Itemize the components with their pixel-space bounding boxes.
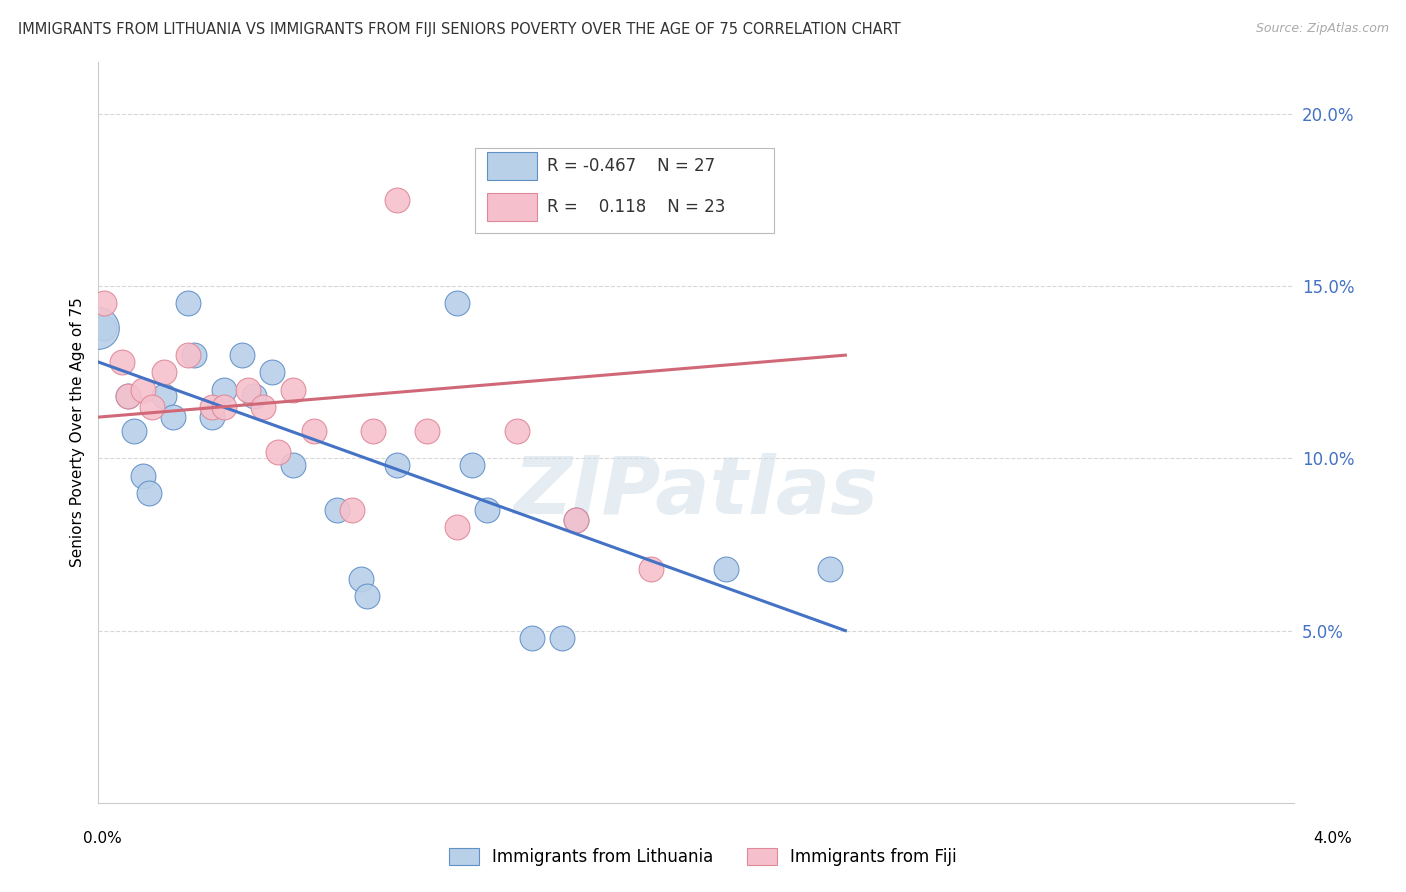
Text: 0.0%: 0.0% [83,831,122,846]
Text: R = -0.467    N = 27: R = -0.467 N = 27 [547,157,714,175]
Point [93,320,115,334]
Point [138,486,160,500]
Point [124,424,146,438]
Point [132,468,155,483]
Point [363,424,385,438]
Point [153,365,176,379]
Text: R =    0.118    N = 23: R = 0.118 N = 23 [547,198,725,216]
Point [177,296,200,310]
Point [177,348,200,362]
FancyBboxPatch shape [475,147,773,233]
Point [267,444,290,458]
Point [565,513,588,527]
Point [243,389,266,403]
Point [461,458,484,473]
FancyBboxPatch shape [486,152,537,180]
Point [281,458,304,473]
Point [153,389,176,403]
Point [520,631,543,645]
Point [550,631,572,645]
Point [201,400,224,414]
Point [141,400,163,414]
FancyBboxPatch shape [486,193,537,221]
Legend: Immigrants from Lithuania, Immigrants from Fiji: Immigrants from Lithuania, Immigrants fr… [440,840,966,875]
Text: IMMIGRANTS FROM LITHUANIA VS IMMIGRANTS FROM FIJI SENIORS POVERTY OVER THE AGE O: IMMIGRANTS FROM LITHUANIA VS IMMIGRANTS … [18,22,901,37]
Point [820,561,842,575]
Point [342,503,364,517]
Point [281,383,304,397]
Point [117,389,139,403]
Point [231,348,253,362]
Point [132,383,155,397]
Point [260,365,283,379]
Point [212,400,235,414]
Text: Source: ZipAtlas.com: Source: ZipAtlas.com [1256,22,1389,36]
Y-axis label: Seniors Poverty Over the Age of 75: Seniors Poverty Over the Age of 75 [69,298,84,567]
Point [350,572,373,586]
Point [610,159,633,173]
Point [446,520,468,534]
Point [565,513,588,527]
Point [302,424,325,438]
Point [183,348,205,362]
Point [111,355,134,369]
Point [212,383,235,397]
Point [162,410,184,425]
Point [506,424,529,438]
Point [236,383,259,397]
Point [416,424,439,438]
Point [385,458,409,473]
Point [93,296,115,310]
Point [201,410,224,425]
Point [87,320,110,334]
Text: ZIPatlas: ZIPatlas [513,453,879,531]
Point [252,400,274,414]
Text: 4.0%: 4.0% [1313,831,1353,846]
Point [714,561,737,575]
Point [326,503,349,517]
Point [446,296,468,310]
Point [640,561,662,575]
Point [356,589,378,603]
Point [117,389,139,403]
Point [385,193,409,207]
Point [475,503,498,517]
